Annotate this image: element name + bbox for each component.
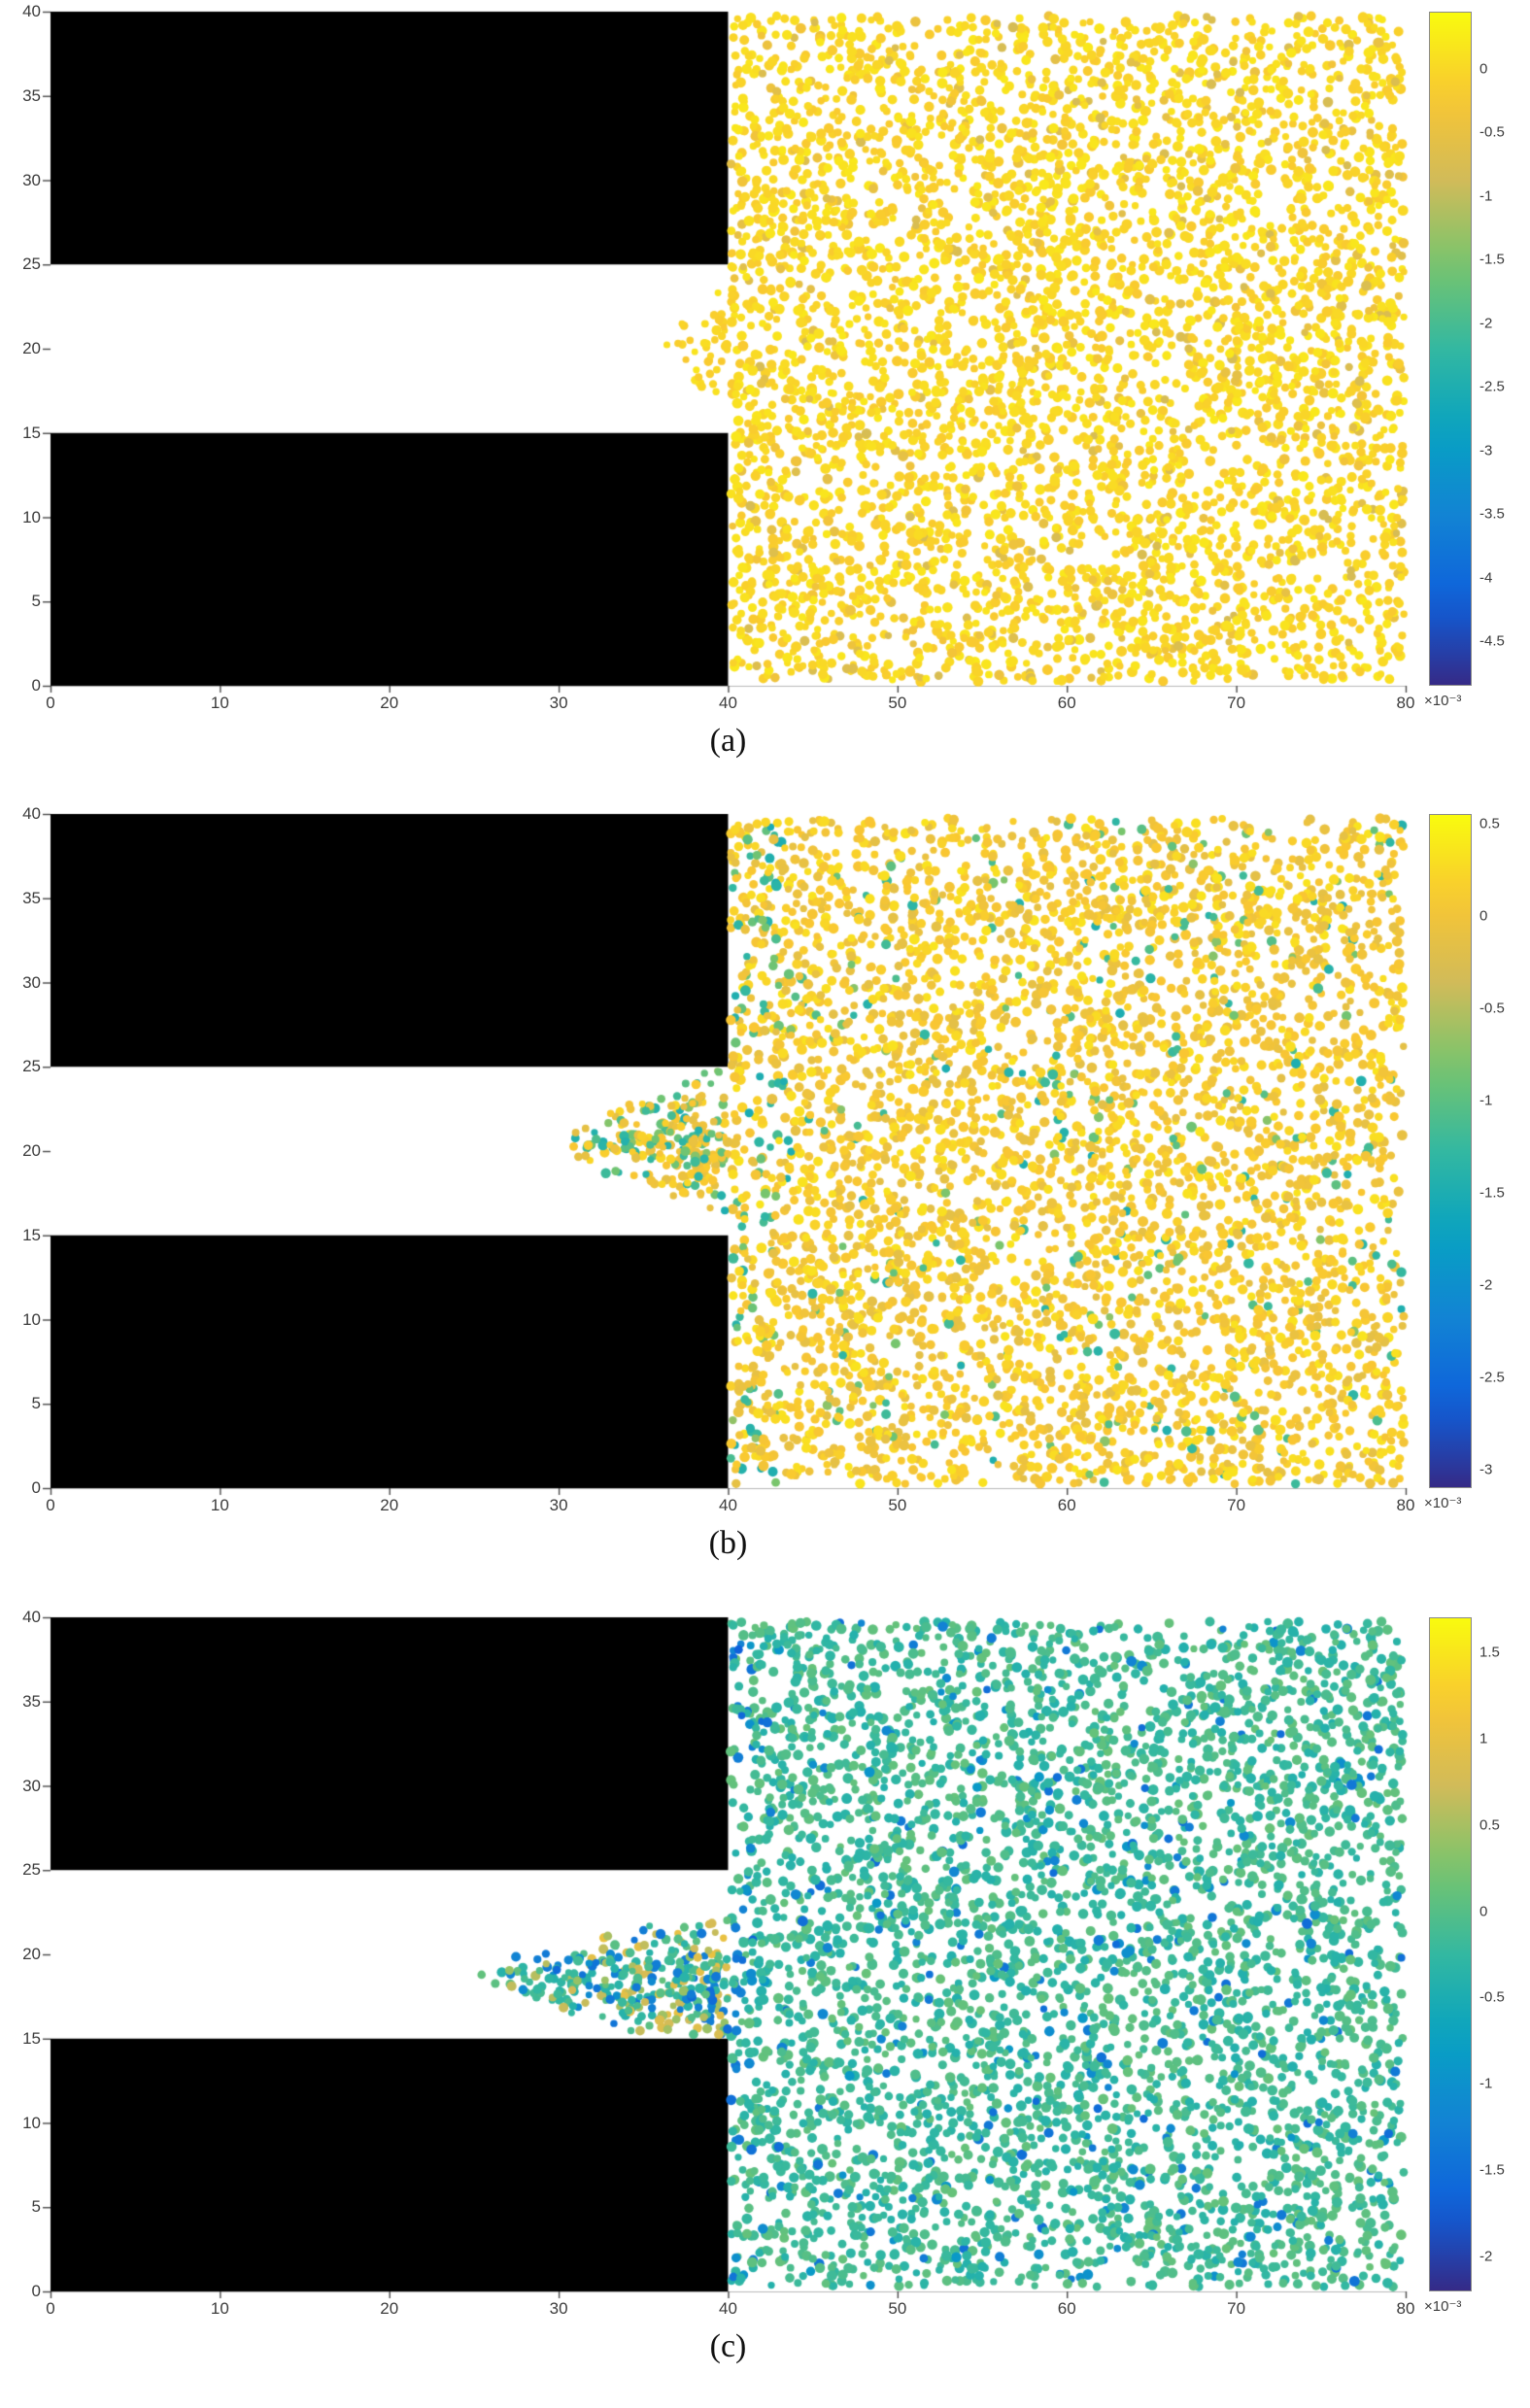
y-tick-label: 35 <box>22 85 41 105</box>
colorbar-tick-label: -4.5 <box>1479 632 1505 650</box>
colorbar-tick-label: -1.5 <box>1479 1184 1505 1202</box>
x-tick-label: 40 <box>719 694 737 712</box>
colorbar-tick-label: 0.5 <box>1479 815 1500 831</box>
y-tick-label: 20 <box>22 339 41 357</box>
y-tick-label: 5 <box>31 592 41 611</box>
panel-caption-c: (c) <box>709 2328 747 2364</box>
colorbar-tick-label: 0 <box>1479 60 1488 78</box>
x-tick-label: 50 <box>888 694 907 712</box>
x-tick-label: 30 <box>549 1496 568 1514</box>
y-tick-label: 35 <box>22 1691 41 1711</box>
y-tick-label: 5 <box>31 2197 41 2217</box>
colorbar-tick-label: -0.5 <box>1479 1000 1505 1017</box>
x-tick-label: 50 <box>888 2299 907 2318</box>
y-tick-label: 0 <box>31 1478 41 1497</box>
panel-b: (b) 0 10 20 30 40 50 60 70 80 0 5 10 15 20 25 30 35 40 0.5… <box>0 802 1530 1605</box>
x-tick-label: 60 <box>1057 1496 1076 1514</box>
colorbar-tick-label: -1 <box>1479 1092 1493 1109</box>
colorbar-tick-label: 0 <box>1479 1903 1488 1919</box>
y-tick-label: 15 <box>22 423 41 442</box>
colorbar-tick-label: 1.5 <box>1479 1644 1500 1661</box>
colorbar-tick-label: -3 <box>1479 442 1493 459</box>
colorbar-tick-label: -4 <box>1479 569 1493 587</box>
panel-a: (a) 0 10 20 30 40 50 60 70 80 0 5 10 15 20 25 30 35 40 0 -0… <box>0 0 1530 802</box>
colorbar-tick-label: -0.5 <box>1479 1988 1505 2006</box>
y-tick-label: 0 <box>31 2282 41 2300</box>
colorbar-tick-label: -2.5 <box>1479 378 1505 395</box>
panel-c: (c) 0 10 20 30 40 50 60 70 80 0 5 10 15 20 25 30 35 40 1.5… <box>0 1606 1530 2408</box>
y-tick-label: 30 <box>22 972 41 992</box>
colorbar-b <box>1429 814 1472 1488</box>
y-tick-label: 40 <box>22 1608 41 1626</box>
colorbar-tick-label: -2 <box>1479 315 1493 332</box>
panel-caption-a: (a) <box>709 723 747 759</box>
panel-caption-b: (b) <box>708 1525 748 1561</box>
colorbar-scale-label: ×10⁻³ <box>1424 693 1462 709</box>
x-tick-label: 20 <box>380 694 399 712</box>
x-tick-label: 70 <box>1227 1496 1246 1514</box>
x-tick-label: 0 <box>46 2299 55 2318</box>
y-tick-label: 30 <box>22 1776 41 1795</box>
y-tick-label: 30 <box>22 170 41 189</box>
y-tick-label: 40 <box>22 804 41 823</box>
colorbar-tick-label: -2.5 <box>1479 1369 1505 1386</box>
scatter-plot-canvas-a <box>0 0 1530 802</box>
colorbar-tick-label: -0.5 <box>1479 123 1505 141</box>
colorbar-tick-label: -3.5 <box>1479 505 1505 523</box>
x-tick-label: 10 <box>210 1496 229 1514</box>
scatter-plot-canvas-b <box>0 802 1530 1605</box>
x-tick-label: 80 <box>1396 1496 1415 1514</box>
y-tick-label: 10 <box>22 507 41 526</box>
x-tick-label: 40 <box>719 1496 737 1514</box>
y-tick-label: 20 <box>22 1945 41 1963</box>
y-tick-label: 15 <box>22 2028 41 2048</box>
x-tick-label: 30 <box>549 2299 568 2318</box>
x-tick-label: 50 <box>888 1496 907 1514</box>
y-tick-label: 25 <box>22 1860 41 1880</box>
colorbar-tick-label: -1 <box>1479 187 1493 205</box>
colorbar-tick-label: 0 <box>1479 907 1488 925</box>
x-tick-label: 0 <box>46 1496 55 1514</box>
x-tick-label: 80 <box>1396 2299 1415 2318</box>
x-tick-label: 20 <box>380 2299 399 2318</box>
colorbar-tick-label: 0.5 <box>1479 1816 1500 1834</box>
scatter-plot-canvas-c <box>0 1606 1530 2408</box>
x-tick-label: 10 <box>210 694 229 712</box>
y-tick-label: 20 <box>22 1141 41 1160</box>
colorbar-tick-label: -2 <box>1479 2248 1493 2265</box>
x-tick-label: 20 <box>380 1496 399 1514</box>
y-tick-label: 40 <box>22 2 41 20</box>
x-tick-label: 60 <box>1057 694 1076 712</box>
x-tick-label: 0 <box>46 694 55 712</box>
y-tick-label: 5 <box>31 1394 41 1413</box>
x-tick-label: 30 <box>549 694 568 712</box>
y-tick-label: 10 <box>22 2113 41 2132</box>
colorbar-scale-label: ×10⁻³ <box>1424 2298 1462 2315</box>
y-tick-label: 25 <box>22 254 41 274</box>
colorbar-tick-label: -2 <box>1479 1276 1493 1294</box>
colorbar-scale-label: ×10⁻³ <box>1424 1495 1462 1511</box>
x-tick-label: 40 <box>719 2299 737 2318</box>
colorbar-a <box>1429 12 1472 686</box>
y-tick-label: 35 <box>22 888 41 907</box>
colorbar-tick-label: -1 <box>1479 2075 1493 2092</box>
x-tick-label: 60 <box>1057 2299 1076 2318</box>
colorbar-tick-label: -1.5 <box>1479 251 1505 268</box>
y-tick-label: 0 <box>31 676 41 695</box>
x-tick-label: 70 <box>1227 694 1246 712</box>
x-tick-label: 80 <box>1396 694 1415 712</box>
x-tick-label: 10 <box>210 2299 229 2318</box>
colorbar-tick-label: 1 <box>1479 1730 1488 1747</box>
colorbar-tick-label: -1.5 <box>1479 2161 1505 2179</box>
y-tick-label: 25 <box>22 1057 41 1076</box>
y-tick-label: 15 <box>22 1225 41 1244</box>
y-tick-label: 10 <box>22 1309 41 1329</box>
colorbar-c <box>1429 1617 1472 2291</box>
x-tick-label: 70 <box>1227 2299 1246 2318</box>
colorbar-tick-label: -3 <box>1479 1461 1493 1478</box>
